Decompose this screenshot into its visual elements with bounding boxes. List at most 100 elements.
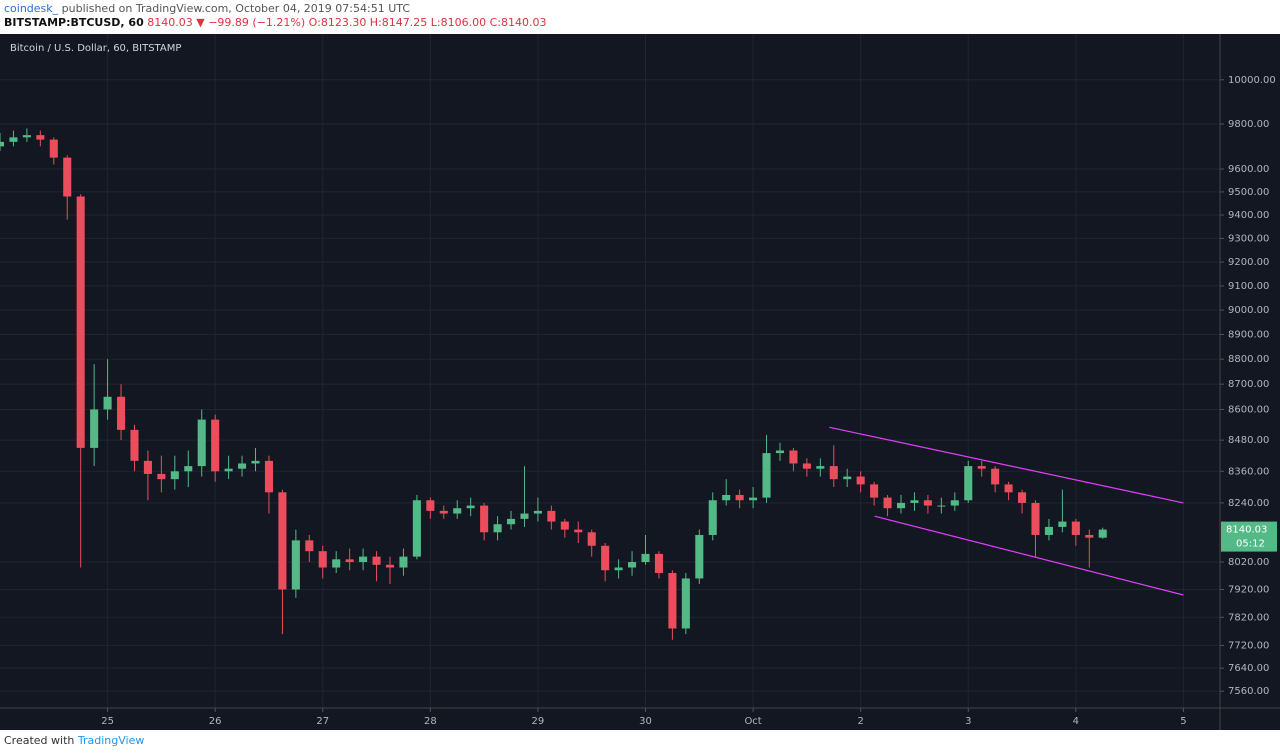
candle-body bbox=[829, 466, 838, 480]
candle-body bbox=[399, 556, 408, 568]
candle bbox=[910, 492, 919, 511]
candle bbox=[1098, 527, 1107, 539]
candle bbox=[359, 548, 368, 571]
candle bbox=[291, 529, 300, 598]
candle-body bbox=[157, 473, 166, 480]
x-tick-label: Oct bbox=[744, 716, 761, 727]
candle bbox=[278, 489, 287, 635]
candle bbox=[332, 551, 341, 573]
chart: 25 26 27 28 29 30 Oct 2 3 4 5 7560.00 7640.00 7720.00… bbox=[0, 34, 1280, 730]
candle bbox=[49, 137, 58, 165]
candle-body bbox=[506, 518, 516, 525]
candle bbox=[843, 468, 852, 488]
candle bbox=[170, 455, 179, 490]
candle-body bbox=[870, 484, 879, 498]
author[interactable]: coindesk_ bbox=[4, 2, 59, 15]
candle-body bbox=[735, 494, 744, 501]
y-tick-label: 8020.00 bbox=[1228, 557, 1269, 568]
candle bbox=[466, 497, 475, 517]
brand[interactable]: TradingView bbox=[77, 734, 145, 747]
candle bbox=[587, 529, 596, 557]
candle bbox=[668, 570, 677, 640]
candle-body bbox=[762, 453, 771, 498]
candle-body bbox=[412, 500, 421, 557]
candle-body bbox=[480, 505, 489, 533]
candle bbox=[681, 572, 690, 635]
candle bbox=[493, 516, 502, 541]
candle bbox=[574, 521, 583, 544]
candle-body bbox=[211, 419, 220, 472]
candle bbox=[977, 460, 986, 477]
candle-body bbox=[49, 139, 58, 158]
candle bbox=[103, 359, 112, 420]
candle bbox=[749, 487, 758, 509]
candle bbox=[116, 384, 126, 441]
candle bbox=[762, 435, 771, 503]
candle bbox=[1085, 529, 1094, 568]
candle-body bbox=[560, 521, 569, 530]
candle-body bbox=[332, 559, 341, 568]
candle-body bbox=[36, 135, 45, 140]
candle-body bbox=[937, 505, 946, 507]
candle bbox=[453, 500, 462, 519]
candle bbox=[90, 364, 99, 467]
candle-body bbox=[1085, 534, 1094, 538]
y-tick-label: 9500.00 bbox=[1228, 187, 1269, 198]
background bbox=[0, 34, 1280, 730]
candle bbox=[0, 132, 5, 151]
candle bbox=[654, 551, 663, 579]
candle-body bbox=[883, 497, 892, 509]
candle bbox=[157, 455, 166, 493]
candle bbox=[1004, 481, 1013, 501]
candle-body bbox=[0, 141, 5, 147]
candle-body bbox=[251, 460, 260, 464]
candle bbox=[264, 455, 273, 514]
y-tick-label: 9400.00 bbox=[1228, 210, 1269, 221]
y-tick-label: 7820.00 bbox=[1228, 612, 1269, 623]
candle-body bbox=[695, 534, 704, 579]
candle bbox=[695, 529, 704, 584]
candle bbox=[439, 505, 448, 519]
candle-body bbox=[923, 500, 932, 506]
candle-body bbox=[372, 556, 381, 565]
candle-body bbox=[977, 466, 986, 469]
candle-body bbox=[466, 505, 475, 509]
candle bbox=[36, 130, 45, 147]
candle bbox=[251, 447, 260, 472]
candle-body bbox=[708, 500, 717, 535]
price: 8140.03 bbox=[147, 16, 193, 29]
y-tick-label: 7720.00 bbox=[1228, 640, 1269, 651]
candle-body bbox=[964, 466, 973, 501]
y-tick-label: 7640.00 bbox=[1228, 663, 1269, 674]
candle-body bbox=[426, 500, 435, 511]
y-tick-label: 8800.00 bbox=[1228, 354, 1269, 365]
y-tick-label: 8240.00 bbox=[1228, 498, 1269, 509]
candle bbox=[412, 494, 421, 560]
candle-body bbox=[9, 137, 18, 142]
candle-body bbox=[991, 468, 1000, 485]
candle bbox=[896, 494, 906, 514]
candle bbox=[937, 497, 946, 514]
candle-body bbox=[628, 562, 637, 568]
candle-body bbox=[533, 510, 542, 514]
candle bbox=[775, 442, 785, 461]
candle bbox=[385, 556, 395, 584]
candle bbox=[506, 510, 516, 530]
candle bbox=[641, 534, 650, 565]
candle-body bbox=[1004, 484, 1013, 493]
x-tick-label: 3 bbox=[965, 716, 971, 727]
candle bbox=[533, 497, 542, 522]
candle bbox=[1018, 489, 1027, 514]
y-tick-label: 9300.00 bbox=[1228, 233, 1269, 244]
y-tick-label: 7560.00 bbox=[1228, 686, 1269, 697]
candle-body bbox=[305, 540, 314, 552]
candle-body bbox=[681, 578, 690, 629]
candle-body bbox=[722, 494, 731, 501]
y-tick-label: 9800.00 bbox=[1228, 119, 1269, 130]
last-price-label: 8140.03 bbox=[1226, 525, 1267, 536]
candle bbox=[560, 518, 569, 538]
candle bbox=[1071, 518, 1080, 546]
candle bbox=[184, 450, 193, 488]
trendline bbox=[874, 515, 1184, 596]
candle-body bbox=[816, 466, 825, 469]
